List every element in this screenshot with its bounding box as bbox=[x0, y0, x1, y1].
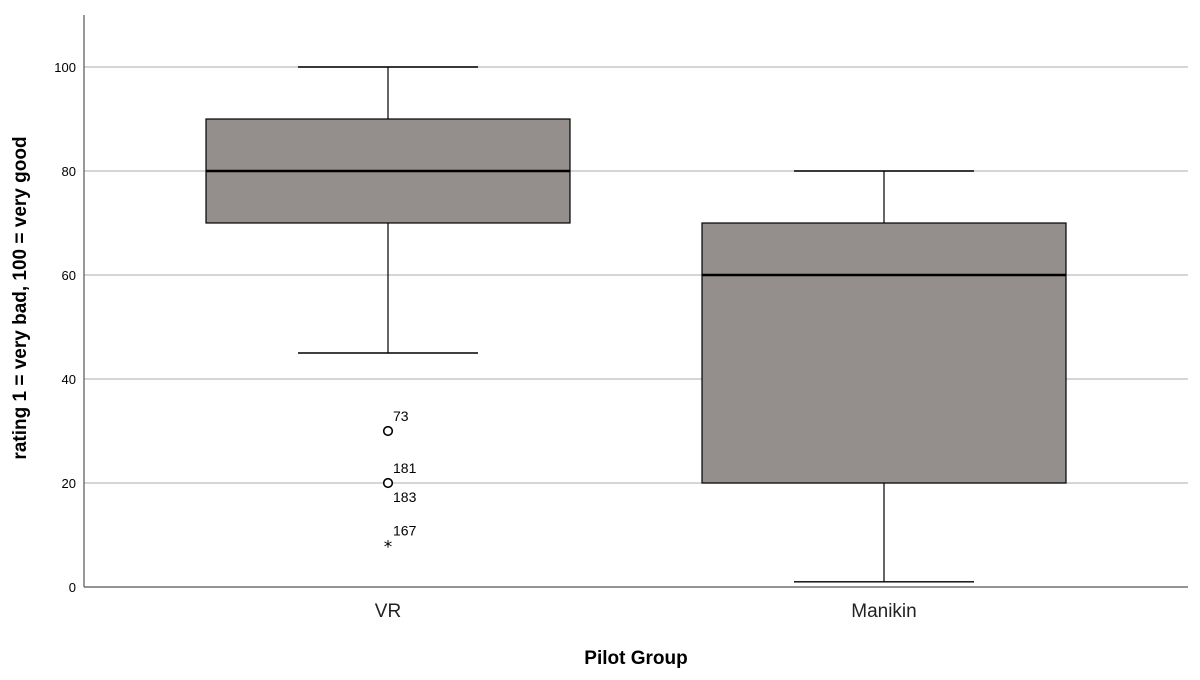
outlier-label-181: 181 bbox=[393, 460, 417, 476]
x-tick-label-manikin: Manikin bbox=[851, 601, 916, 622]
outlier-marker-181 bbox=[382, 477, 394, 489]
box-group-vr: 73 181 183 *167 bbox=[205, 66, 571, 557]
boxes: 73 181 183 *167 bbox=[205, 66, 1067, 583]
y-tick-labels: 0 20 40 60 80 100 bbox=[54, 60, 76, 595]
outlier-label-73: 73 bbox=[393, 408, 409, 424]
y-tick-label-20: 20 bbox=[62, 476, 76, 491]
y-tick-label-80: 80 bbox=[62, 164, 76, 179]
y-tick-label-100: 100 bbox=[54, 60, 76, 75]
x-axis-title: Pilot Group bbox=[584, 648, 687, 669]
outlier-label-183: 183 bbox=[393, 489, 417, 505]
x-tick-labels: VR Manikin bbox=[375, 601, 917, 622]
outlier-label-167: 167 bbox=[393, 522, 417, 538]
y-tick-label-0: 0 bbox=[69, 580, 76, 595]
outlier-marker-73 bbox=[382, 425, 394, 437]
box-group-manikin bbox=[701, 170, 1067, 583]
y-axis-title: rating 1 = very bad, 100 = very good bbox=[10, 136, 31, 459]
axes bbox=[83, 15, 1188, 588]
x-tick-label-vr: VR bbox=[375, 601, 401, 622]
y-tick-label-60: 60 bbox=[62, 268, 76, 283]
extreme-marker-167: * bbox=[384, 537, 393, 557]
box-manikin bbox=[701, 222, 1067, 484]
y-tick-label-40: 40 bbox=[62, 372, 76, 387]
